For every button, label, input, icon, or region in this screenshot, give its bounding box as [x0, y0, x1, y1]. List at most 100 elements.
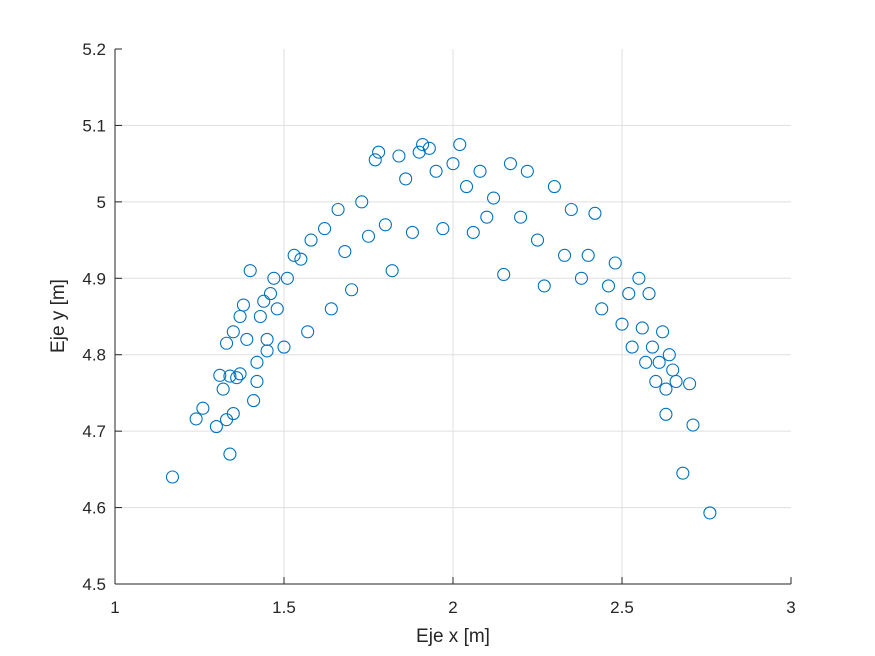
data-point: [574, 271, 588, 285]
data-point: [436, 222, 450, 236]
data-point: [213, 368, 227, 382]
data-point: [345, 283, 359, 297]
data-point: [253, 309, 267, 324]
data-point: [301, 325, 315, 339]
data-point: [473, 164, 487, 178]
data-point: [378, 218, 392, 232]
data-point: [399, 172, 413, 186]
data-point: [250, 374, 264, 389]
data-point: [622, 287, 636, 301]
data-point: [595, 302, 609, 316]
data-point: [615, 317, 629, 331]
axes: [114, 48, 792, 585]
data-point: [385, 264, 399, 278]
data-point: [480, 210, 494, 224]
data-point: [267, 271, 281, 285]
data-point: [361, 229, 376, 243]
data-point: [686, 418, 700, 432]
data-point: [219, 336, 234, 350]
x-tick-label: 1: [110, 598, 119, 617]
data-point: [453, 137, 467, 152]
x-tick-label: 2.5: [610, 598, 634, 617]
data-point: [645, 340, 659, 354]
data-point: [669, 374, 683, 389]
data-point: [338, 244, 352, 259]
data-point: [676, 466, 690, 480]
data-point: [564, 202, 578, 217]
data-point: [416, 137, 430, 152]
data-point: [537, 279, 551, 293]
data-point: [608, 256, 622, 270]
data-point: [196, 401, 210, 415]
data-point: [368, 153, 382, 167]
data-point: [355, 195, 369, 209]
data-point: [189, 412, 203, 426]
data-point: [223, 447, 237, 461]
data-point: [503, 157, 518, 171]
data-point: [250, 355, 264, 369]
data-point: [530, 233, 545, 247]
data-point: [446, 157, 460, 171]
data-point: [514, 210, 528, 224]
x-tick-label: 1.5: [272, 598, 296, 617]
data-point: [372, 145, 386, 159]
data-point: [466, 225, 480, 239]
data-point: [520, 164, 534, 178]
y-tick-label: 4.8: [82, 346, 106, 365]
data-point: [280, 271, 294, 285]
data-point: [392, 149, 406, 163]
y-tick-label: 5.1: [82, 116, 106, 135]
y-tick-label: 4.9: [82, 269, 106, 288]
data-point: [277, 340, 291, 354]
data-point: [209, 420, 223, 434]
data-point: [662, 348, 676, 362]
data-point: [659, 382, 673, 396]
data-point: [487, 191, 501, 205]
x-tick-label: 2: [448, 598, 457, 617]
data-point: [324, 302, 338, 316]
data-point: [497, 267, 511, 282]
data-point: [240, 332, 254, 346]
y-tick-label: 4.7: [82, 422, 106, 441]
data-point: [649, 374, 663, 389]
data-point: [459, 180, 474, 194]
data-point: [243, 264, 257, 278]
data-point: [422, 141, 436, 155]
data-point: [632, 271, 646, 285]
data-point: [429, 164, 443, 178]
data-point: [223, 369, 237, 383]
data-point: [304, 233, 318, 247]
x-axis-label: Eje x [m]: [416, 626, 490, 647]
data-point: [236, 298, 250, 312]
y-tick-label: 4.6: [82, 499, 106, 518]
data-point: [226, 407, 240, 421]
data-point: [263, 287, 278, 301]
data-point: [216, 382, 230, 396]
data-point: [642, 287, 656, 301]
data-point: [652, 355, 666, 369]
data-point: [230, 371, 244, 385]
data-point: [588, 206, 602, 220]
data-point: [601, 279, 616, 293]
grid-lines: [115, 49, 791, 584]
data-point: [257, 294, 271, 308]
data-point: [294, 252, 308, 266]
data-point: [557, 248, 572, 262]
data-point: [547, 180, 561, 194]
data-point: [233, 367, 247, 381]
data-point: [260, 344, 274, 358]
data-point: [405, 225, 419, 239]
y-tick-label: 5: [97, 193, 106, 212]
data-point: [247, 394, 261, 408]
data-point: [656, 325, 670, 339]
data-point: [703, 506, 717, 520]
data-point: [635, 321, 649, 335]
data-point: [625, 340, 639, 354]
data-point: [581, 248, 595, 262]
x-tick-label: 3: [786, 598, 795, 617]
data-point: [270, 302, 284, 316]
data-point: [683, 377, 697, 391]
data-point: [639, 355, 653, 369]
y-axis-label: Eje y [m]: [48, 279, 69, 353]
